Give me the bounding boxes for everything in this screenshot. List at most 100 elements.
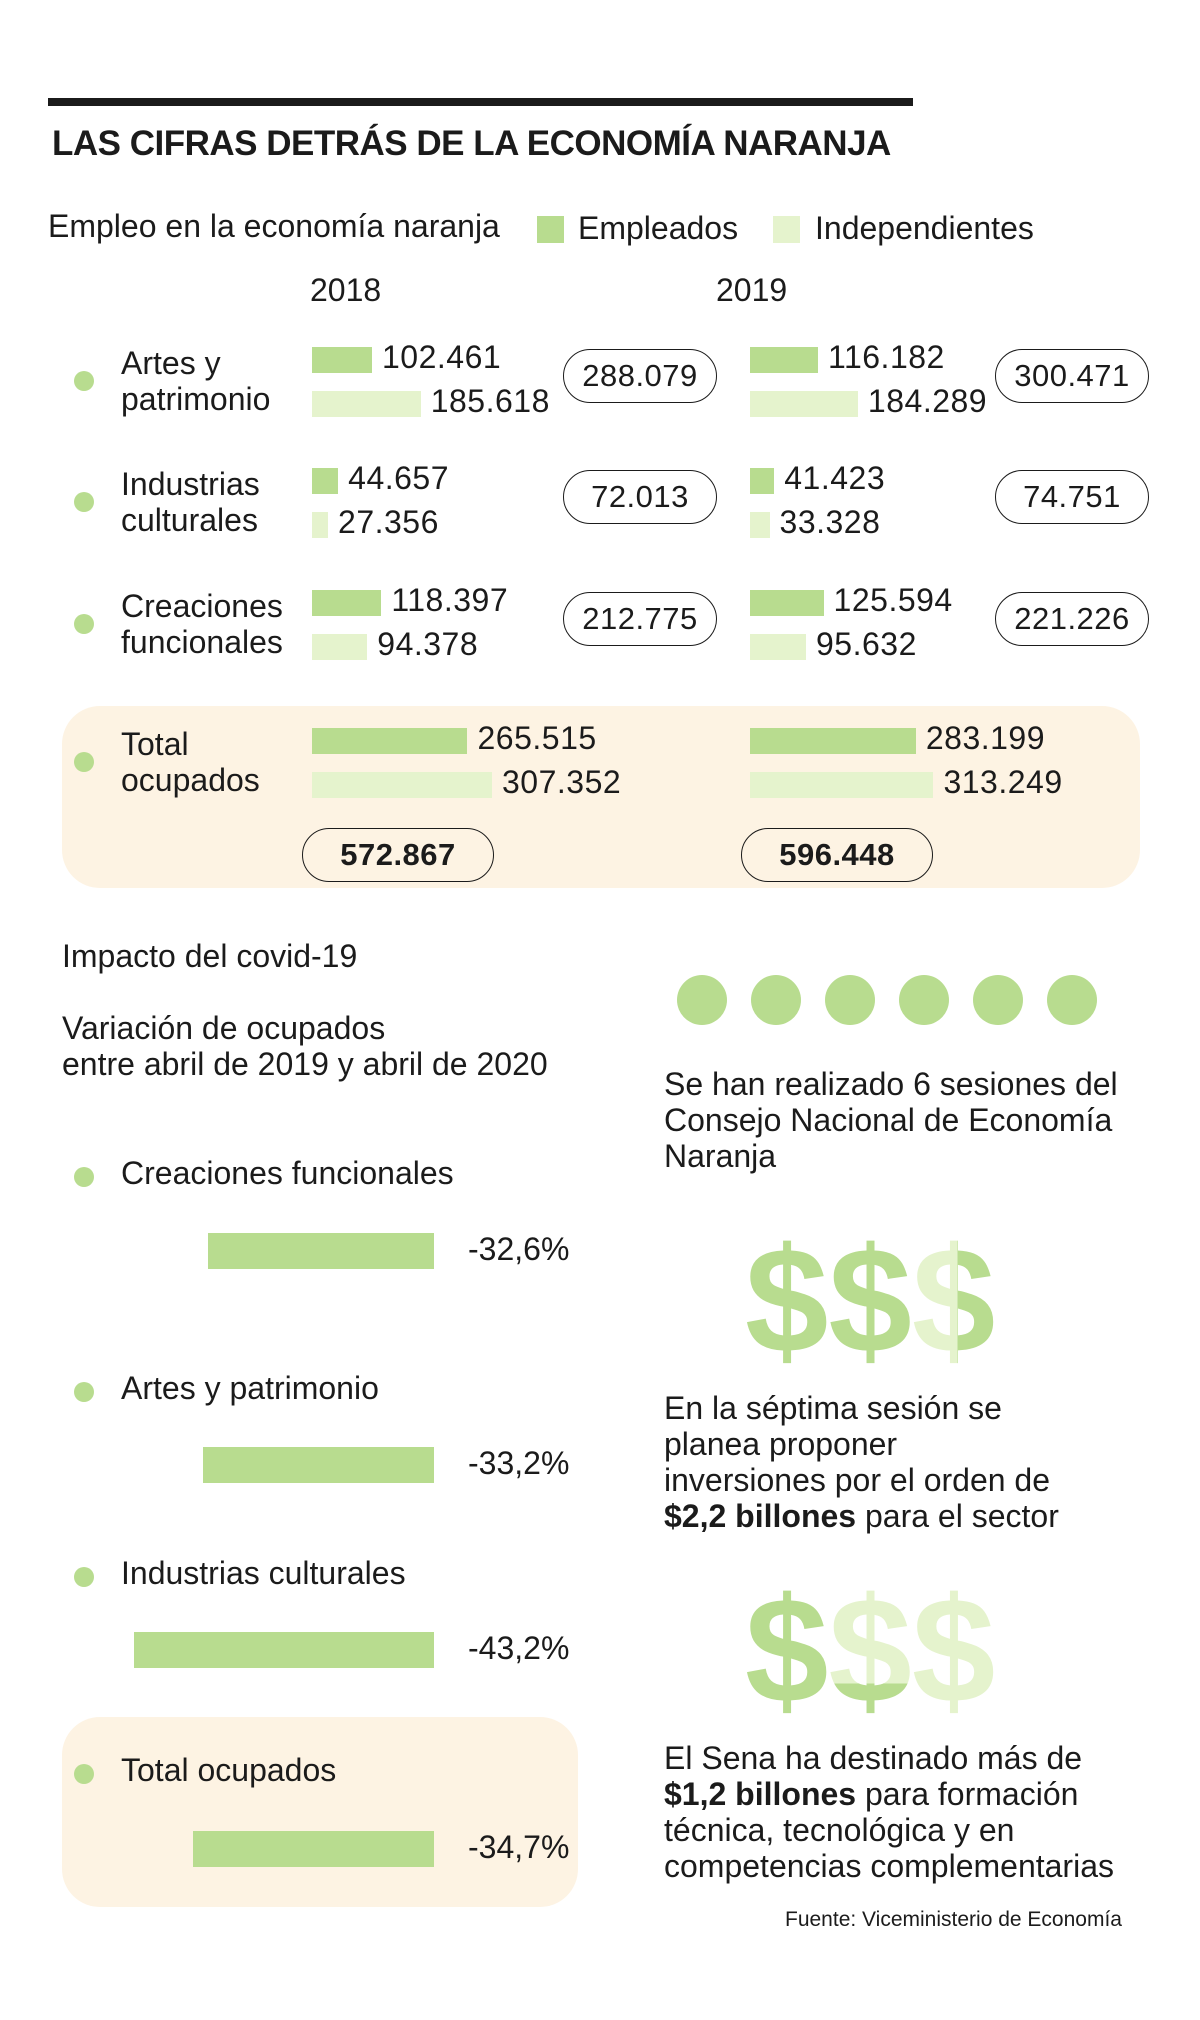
year-label-2019: 2019 xyxy=(716,272,788,308)
covid-value-label: -34,7% xyxy=(468,1829,570,1865)
session-dot xyxy=(1047,975,1097,1025)
legend-label-employed: Empleados xyxy=(578,210,739,246)
dollar-signs-investment: $$$ xyxy=(745,1225,995,1375)
dollar-icon-partial: $ xyxy=(911,1216,996,1384)
category-bullet xyxy=(74,614,94,634)
value-label-employed-2018: 118.397 xyxy=(391,582,509,618)
investment-line3: inversiones por el orden de xyxy=(664,1462,1051,1498)
investment-amount: $2,2 billones xyxy=(664,1498,857,1534)
covid-bullet xyxy=(74,1382,94,1402)
investment-rest: para el sector xyxy=(856,1498,1059,1534)
dollar-icon: $ xyxy=(745,1566,829,1734)
bar-employed-2019 xyxy=(750,728,916,754)
bar-independent-2018 xyxy=(312,391,421,417)
sessions-line3: Naranja xyxy=(664,1138,777,1174)
covid-value-label: -33,2% xyxy=(468,1445,570,1481)
year-label-2018: 2018 xyxy=(310,272,382,308)
value-label-independent-2018: 185.618 xyxy=(430,383,550,419)
legend-swatch-independent xyxy=(773,216,800,243)
dollar-icon: $ xyxy=(745,1216,829,1384)
total-pill-2018: 72.013 xyxy=(563,470,717,524)
bar-independent-2018 xyxy=(312,634,368,660)
session-dot xyxy=(677,975,727,1025)
sessions-line1: Se han realizado 6 sesiones del xyxy=(664,1066,1118,1102)
bar-employed-2018 xyxy=(312,590,382,616)
category-label: Industrias culturales xyxy=(121,466,260,538)
category-bullet xyxy=(74,492,94,512)
investment-line2: planea proponer xyxy=(664,1426,898,1462)
bar-independent-2018 xyxy=(312,772,492,798)
covid-bullet xyxy=(74,1764,94,1784)
page-title: LAS CIFRAS DETRÁS DE LA ECONOMÍA NARANJA xyxy=(52,124,891,163)
bar-independent-2019 xyxy=(750,772,934,798)
category-label-line: Industrias xyxy=(121,466,260,502)
covid-category-label: Industrias culturales xyxy=(121,1555,406,1591)
bar-independent-2018 xyxy=(312,512,329,538)
value-label-independent-2019: 33.328 xyxy=(779,504,881,540)
category-label-line: patrimonio xyxy=(121,381,271,417)
value-label-employed-2018: 102.461 xyxy=(382,339,502,375)
covid-bullet xyxy=(74,1167,94,1187)
sena-line3: técnica, tecnológica y en xyxy=(664,1812,1015,1848)
bar-employed-2018 xyxy=(312,728,468,754)
value-label-independent-2018: 94.378 xyxy=(377,626,479,662)
investment-text: En la séptima sesión se planea proponer … xyxy=(664,1390,1059,1534)
covid-subtitle-line2: entre abril de 2019 y abril de 2020 xyxy=(62,1046,548,1082)
sena-line4: competencias complementarias xyxy=(664,1848,1114,1884)
value-label-employed-2019: 41.423 xyxy=(784,460,886,496)
sessions-line2: Consejo Nacional de Economía xyxy=(664,1102,1113,1138)
sena-line2: $1,2 billones para formación xyxy=(664,1776,1114,1812)
sena-rest: para formación xyxy=(856,1776,1079,1812)
value-label-employed-2019: 125.594 xyxy=(833,582,953,618)
bar-employed-2019 xyxy=(750,347,819,373)
total-pill-2019: 596.448 xyxy=(741,828,933,882)
bar-employed-2019 xyxy=(750,468,775,494)
value-label-independent-2018: 27.356 xyxy=(338,504,439,540)
total-pill-2018: 212.775 xyxy=(563,592,717,646)
bar-employed-2019 xyxy=(750,590,824,616)
total-pill-2019: 300.471 xyxy=(995,349,1149,403)
covid-category-label: Total ocupados xyxy=(121,1752,337,1788)
covid-bar xyxy=(203,1447,434,1483)
covid-heading: Impacto del covid-19 xyxy=(62,938,358,974)
covid-subtitle: Variación de ocupados entre abril de 201… xyxy=(62,1010,548,1082)
value-label-employed-2018: 44.657 xyxy=(348,460,450,496)
category-label-line: Artes y xyxy=(121,345,221,381)
covid-category-label: Creaciones funcionales xyxy=(121,1155,454,1191)
covid-bar xyxy=(193,1831,434,1867)
covid-category-label: Artes y patrimonio xyxy=(121,1370,379,1406)
investment-line1: En la séptima sesión se xyxy=(664,1390,1002,1426)
bar-employed-2018 xyxy=(312,347,372,373)
sena-line1: El Sena ha destinado más de xyxy=(664,1740,1083,1776)
category-bullet xyxy=(74,371,94,391)
dollar-icon-partial: $ xyxy=(828,1566,912,1734)
bar-independent-2019 xyxy=(750,512,770,538)
investment-line4: $2,2 billones para el sector xyxy=(664,1498,1059,1534)
category-label: Artes y patrimonio xyxy=(121,345,270,417)
total-pill-2019: 74.751 xyxy=(995,470,1149,524)
session-dot xyxy=(899,975,949,1025)
total-employment-panel xyxy=(62,706,1140,888)
employment-subtitle: Empleo en la economía naranja xyxy=(48,208,500,244)
covid-subtitle-line1: Variación de ocupados xyxy=(62,1010,386,1046)
covid-bar xyxy=(207,1233,434,1269)
total-pill-2019: 221.226 xyxy=(995,592,1149,646)
category-label-line: culturales xyxy=(121,502,258,538)
session-dot xyxy=(751,975,801,1025)
value-label-employed-2019: 283.199 xyxy=(925,720,1046,756)
sessions-text: Se han realizado 6 sesiones del Consejo … xyxy=(664,1066,1118,1174)
category-label-line: Total xyxy=(121,726,189,762)
legend-swatch-employed xyxy=(537,216,564,243)
value-label-independent-2019: 313.249 xyxy=(943,764,1063,800)
bar-independent-2019 xyxy=(750,634,806,660)
value-label-employed-2018: 265.515 xyxy=(477,720,597,756)
dollar-signs-sena: $$$ xyxy=(745,1575,995,1725)
covid-bullet xyxy=(74,1567,94,1587)
session-dot xyxy=(973,975,1023,1025)
value-label-independent-2019: 184.289 xyxy=(867,383,988,419)
bar-independent-2019 xyxy=(750,391,858,417)
covid-total-panel xyxy=(62,1717,578,1907)
total-pill-2018: 288.079 xyxy=(563,349,717,403)
source-note: Fuente: Viceministerio de Economía xyxy=(785,1908,1122,1931)
category-label-line: ocupados xyxy=(121,762,260,798)
